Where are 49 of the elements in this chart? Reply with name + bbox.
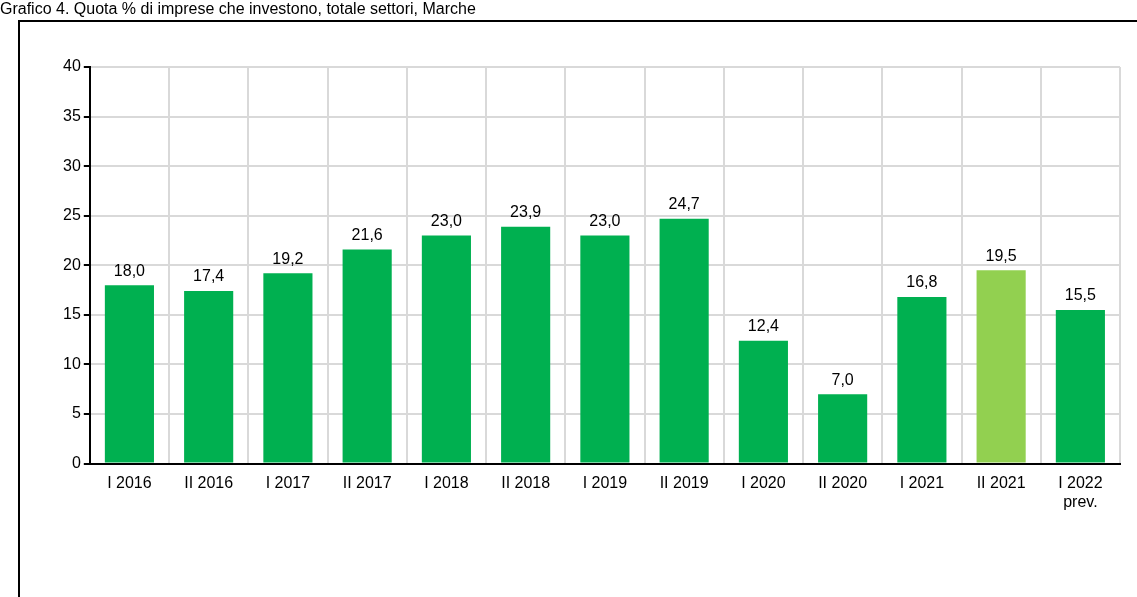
x-tick-label: I 2019 <box>582 473 628 491</box>
x-tick-label: I 2021 <box>899 473 945 491</box>
bar <box>184 291 234 463</box>
bar <box>976 270 1026 463</box>
bar <box>501 226 551 463</box>
data-label: 21,6 <box>351 225 383 243</box>
bar <box>342 249 392 463</box>
data-label: 23,0 <box>589 211 621 229</box>
y-tick-label: 15 <box>63 305 81 323</box>
y-tick-label: 25 <box>63 206 81 224</box>
x-tick-label: I 2020 <box>741 473 786 491</box>
bar <box>421 235 471 463</box>
x-tick-label: II 2019 <box>659 473 709 491</box>
x-tick-label: I 2018 <box>424 473 469 491</box>
bar <box>659 218 709 463</box>
bar <box>263 273 313 463</box>
y-tick-label: 20 <box>63 255 81 273</box>
data-label: 12,4 <box>747 317 780 335</box>
x-tick-label: II 2020 <box>818 473 868 491</box>
x-tick-label: I 2016 <box>107 473 152 491</box>
data-label: 17,4 <box>193 267 225 285</box>
y-tick-label: 35 <box>63 106 81 124</box>
y-tick-label: 40 <box>63 57 81 75</box>
data-label: 19,2 <box>272 249 304 267</box>
y-tick-label: 30 <box>63 156 81 174</box>
bar <box>738 340 788 463</box>
data-label: 16,8 <box>906 273 938 291</box>
x-tick-label: II 2017 <box>342 473 392 491</box>
bar <box>104 285 154 463</box>
x-tick-label: II 2018 <box>501 473 551 491</box>
bar <box>818 394 868 463</box>
bar <box>1055 309 1105 463</box>
y-tick-label: 0 <box>71 454 81 472</box>
data-label: 19,5 <box>985 246 1017 264</box>
x-tick-label: II 2021 <box>976 473 1026 491</box>
x-tick-label: I 2022 prev. <box>1058 473 1103 510</box>
data-label: 23,0 <box>430 211 463 229</box>
data-label: 23,9 <box>510 203 542 221</box>
y-tick-label: 10 <box>63 354 81 372</box>
data-label: 18,0 <box>113 261 146 279</box>
bar <box>580 235 630 463</box>
data-label: 15,5 <box>1064 286 1097 304</box>
bar <box>897 297 947 463</box>
x-tick-label: I 2017 <box>265 473 311 491</box>
x-tick-label: II 2016 <box>184 473 234 491</box>
data-label: 7,0 <box>831 370 854 388</box>
chart-title: Grafico 4. Quota % di imprese che investono, totale settori, Marche <box>0 0 476 18</box>
data-label: 24,7 <box>668 195 700 213</box>
y-tick-label: 5 <box>71 404 81 422</box>
